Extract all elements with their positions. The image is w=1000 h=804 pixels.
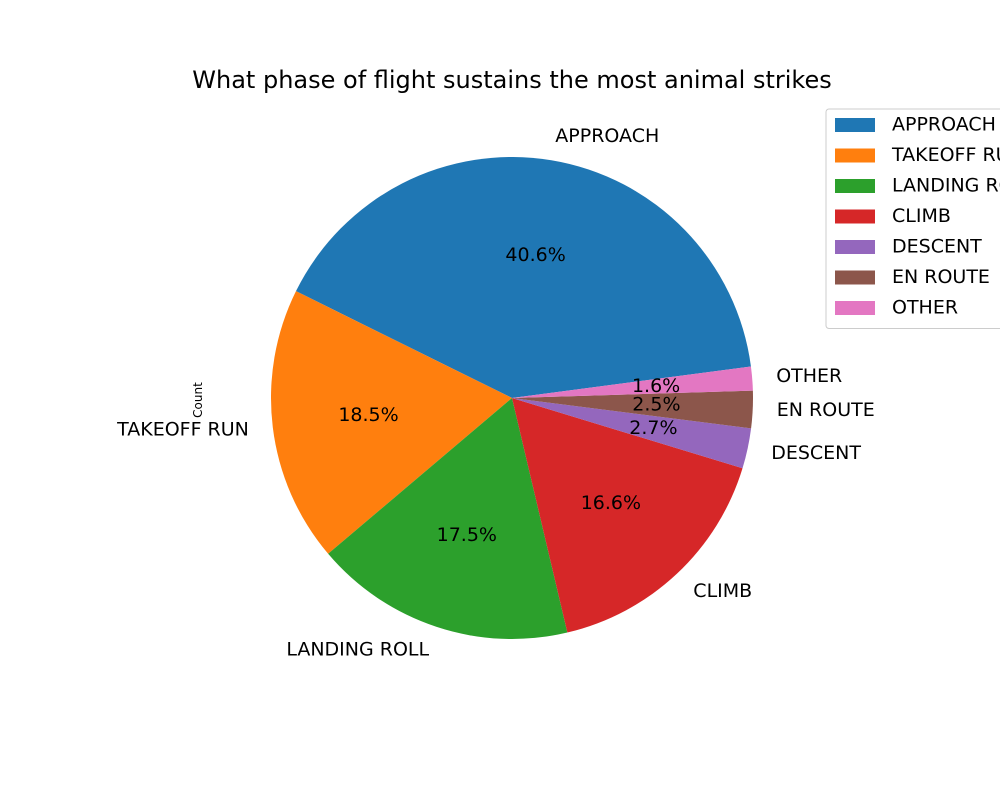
- legend-swatch-descent: [835, 240, 875, 254]
- percent-label-approach: 40.6%: [505, 244, 565, 266]
- legend-label-climb: CLIMB: [892, 205, 951, 227]
- legend-label-landing-roll: LANDING ROLL: [892, 175, 1000, 197]
- legend-swatch-approach: [835, 118, 875, 132]
- slice-label-en-route: EN ROUTE: [777, 399, 875, 421]
- percent-labels: 40.6% 18.5% 17.5% 16.6% 2.7%2.5%1.6%: [338, 244, 680, 546]
- pie-slices: [270, 156, 754, 640]
- pie-slice-descent: [512, 398, 752, 469]
- pie-slice-approach: [295, 156, 751, 398]
- chart-title: What phase of flight sustains the most a…: [192, 66, 831, 94]
- percent-label-en-route: 2.5%: [632, 393, 680, 415]
- slice-label-descent: DESCENT: [771, 442, 861, 464]
- slice-labels: APPROACH TAKEOFF RUN LANDING ROLL CLIMB DESC…: [116, 125, 875, 660]
- percent-label-other: 1.6%: [632, 375, 680, 397]
- percent-label-takeoff-run: 18.5%: [338, 404, 398, 426]
- legend-swatch-landing-roll: [835, 179, 875, 193]
- legend-label-other: OTHER: [892, 297, 958, 319]
- slice-label-takeoff-run: TAKEOFF RUN: [116, 419, 249, 441]
- slice-label-approach: APPROACH: [555, 125, 659, 147]
- legend-swatch-climb: [835, 209, 875, 224]
- legend: APPROACH TAKEOFF RUN LANDING ROLL CLIMB DESC…: [825, 108, 1000, 329]
- legend-label-en-route: EN ROUTE: [892, 266, 990, 288]
- legend-label-descent: DESCENT: [892, 236, 982, 258]
- legend-swatch-en-route: [835, 270, 875, 285]
- pie-slice-takeoff-run: [270, 291, 512, 554]
- pie-slice-climb: [512, 398, 743, 633]
- legend-swatch-takeoff-run: [835, 148, 875, 163]
- percent-label-descent: 2.7%: [629, 417, 677, 439]
- pie-slice-landing-roll: [328, 398, 568, 640]
- slice-label-landing-roll: LANDING ROLL: [286, 638, 429, 660]
- legend-label-takeoff-run: TAKEOFF RUN: [891, 144, 1000, 166]
- percent-label-climb: 16.6%: [581, 492, 641, 514]
- slice-label-other: OTHER: [776, 365, 842, 387]
- percent-label-landing-roll: 17.5%: [437, 524, 497, 546]
- legend-label-approach: APPROACH: [892, 114, 996, 136]
- pie-slice-en-route: [512, 390, 754, 429]
- slice-label-climb: CLIMB: [693, 580, 752, 602]
- legend-swatch-other: [835, 301, 875, 315]
- y-axis-label: Count: [191, 382, 205, 418]
- pie-slice-other: [512, 366, 753, 398]
